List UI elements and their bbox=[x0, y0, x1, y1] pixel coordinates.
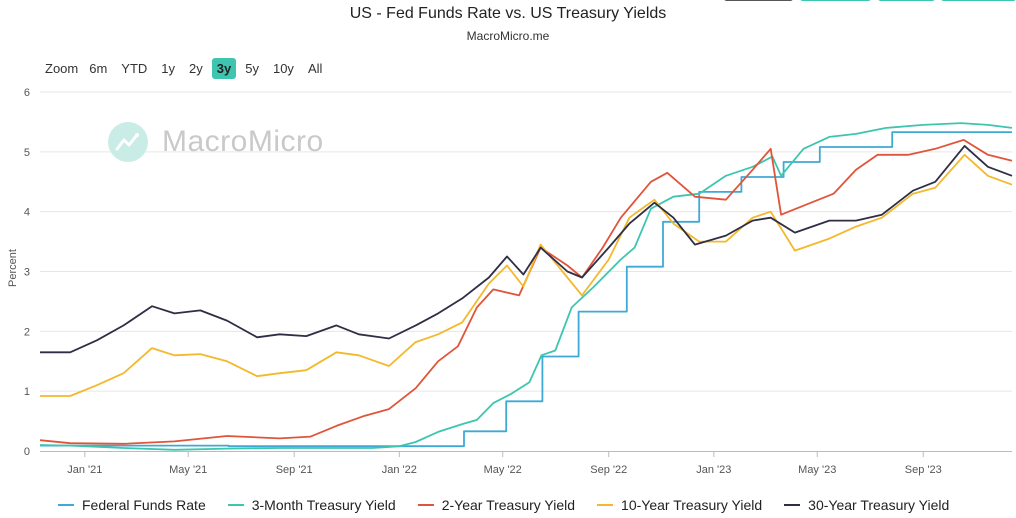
legend-label: 2-Year Treasury Yield bbox=[441, 497, 576, 513]
y-tick-label: 4 bbox=[24, 207, 30, 219]
legend-item-fed-funds[interactable]: Federal Funds Rate bbox=[58, 497, 206, 513]
chart-title: US - Fed Funds Rate vs. US Treasury Yiel… bbox=[349, 5, 667, 22]
legend-label: 10-Year Treasury Yield bbox=[621, 497, 763, 513]
y-tick-label: 0 bbox=[24, 446, 30, 458]
x-tick-label: May '22 bbox=[484, 464, 522, 476]
y-tick-label: 1 bbox=[24, 386, 30, 398]
zoom-button-3y[interactable]: 3y bbox=[211, 57, 237, 79]
x-tick-label: Jan '22 bbox=[382, 464, 417, 476]
x-tick-label: May '23 bbox=[798, 464, 836, 476]
legend-swatch bbox=[227, 504, 244, 506]
series-line-10-year-treasury-yield bbox=[40, 153, 1013, 397]
series-line-federal-funds-rate bbox=[40, 131, 1012, 448]
legend-swatch bbox=[417, 504, 434, 506]
x-tick-label: Jan '23 bbox=[696, 464, 731, 476]
chart-subtitle: MacroMicro.me bbox=[466, 29, 550, 43]
legend-label: 30-Year Treasury Yield bbox=[808, 497, 950, 513]
y-axis-label: Percent bbox=[7, 249, 19, 287]
legend-item-10y[interactable]: 10-Year Treasury Yield bbox=[597, 497, 762, 513]
zoom-button-6m[interactable]: 6m bbox=[89, 60, 108, 76]
x-tick-label: Sep '22 bbox=[590, 464, 627, 476]
y-tick-label: 3 bbox=[24, 267, 30, 279]
x-tick-label: Jan '21 bbox=[67, 464, 102, 476]
zoom-button-all[interactable]: All bbox=[307, 60, 323, 76]
legend-label: Federal Funds Rate bbox=[82, 497, 206, 513]
legend-swatch bbox=[784, 504, 801, 506]
legend-item-3m[interactable]: 3-Month Treasury Yield bbox=[227, 497, 396, 513]
x-tick-label: May '21 bbox=[169, 464, 207, 476]
x-tick-label: Sep '23 bbox=[905, 464, 942, 476]
top-button-1[interactable] bbox=[724, 0, 793, 1]
legend-swatch bbox=[597, 504, 614, 506]
top-button-2[interactable] bbox=[800, 0, 871, 1]
legend-swatch bbox=[58, 504, 74, 506]
watermark-text: MacroMicro bbox=[162, 125, 324, 158]
top-button-4[interactable] bbox=[941, 0, 1016, 1]
series-line-30-year-treasury-yield bbox=[40, 145, 1013, 354]
legend-item-30y[interactable]: 30-Year Treasury Yield bbox=[784, 497, 949, 513]
zoom-bar: Zoom 6m YTD 1y 2y 3y 5y 10y All bbox=[45, 57, 331, 79]
zoom-button-2y[interactable]: 2y bbox=[189, 60, 203, 76]
zoom-button-ytd[interactable]: YTD bbox=[121, 60, 148, 76]
zoom-button-1y[interactable]: 1y bbox=[161, 60, 176, 76]
series-line-2-year-treasury-yield bbox=[39, 139, 1013, 445]
top-button-3[interactable] bbox=[878, 0, 935, 1]
y-tick-label: 2 bbox=[24, 326, 30, 338]
zoom-button-5y[interactable]: 5y bbox=[245, 60, 259, 76]
legend: Federal Funds Rate 3-Month Treasury Yiel… bbox=[58, 497, 971, 513]
watermark: MacroMicro bbox=[108, 122, 324, 162]
macromicro-logo-icon bbox=[108, 122, 148, 162]
series-line-3-month-treasury-yield bbox=[39, 122, 1013, 451]
x-tick-label: Sep '21 bbox=[276, 464, 313, 476]
zoom-label: Zoom bbox=[45, 60, 79, 76]
legend-item-2y[interactable]: 2-Year Treasury Yield bbox=[417, 497, 576, 513]
legend-label: 3-Month Treasury Yield bbox=[251, 497, 396, 513]
zoom-button-10y[interactable]: 10y bbox=[272, 60, 294, 76]
y-tick-label: 5 bbox=[24, 147, 30, 159]
y-tick-label: 6 bbox=[24, 87, 30, 99]
